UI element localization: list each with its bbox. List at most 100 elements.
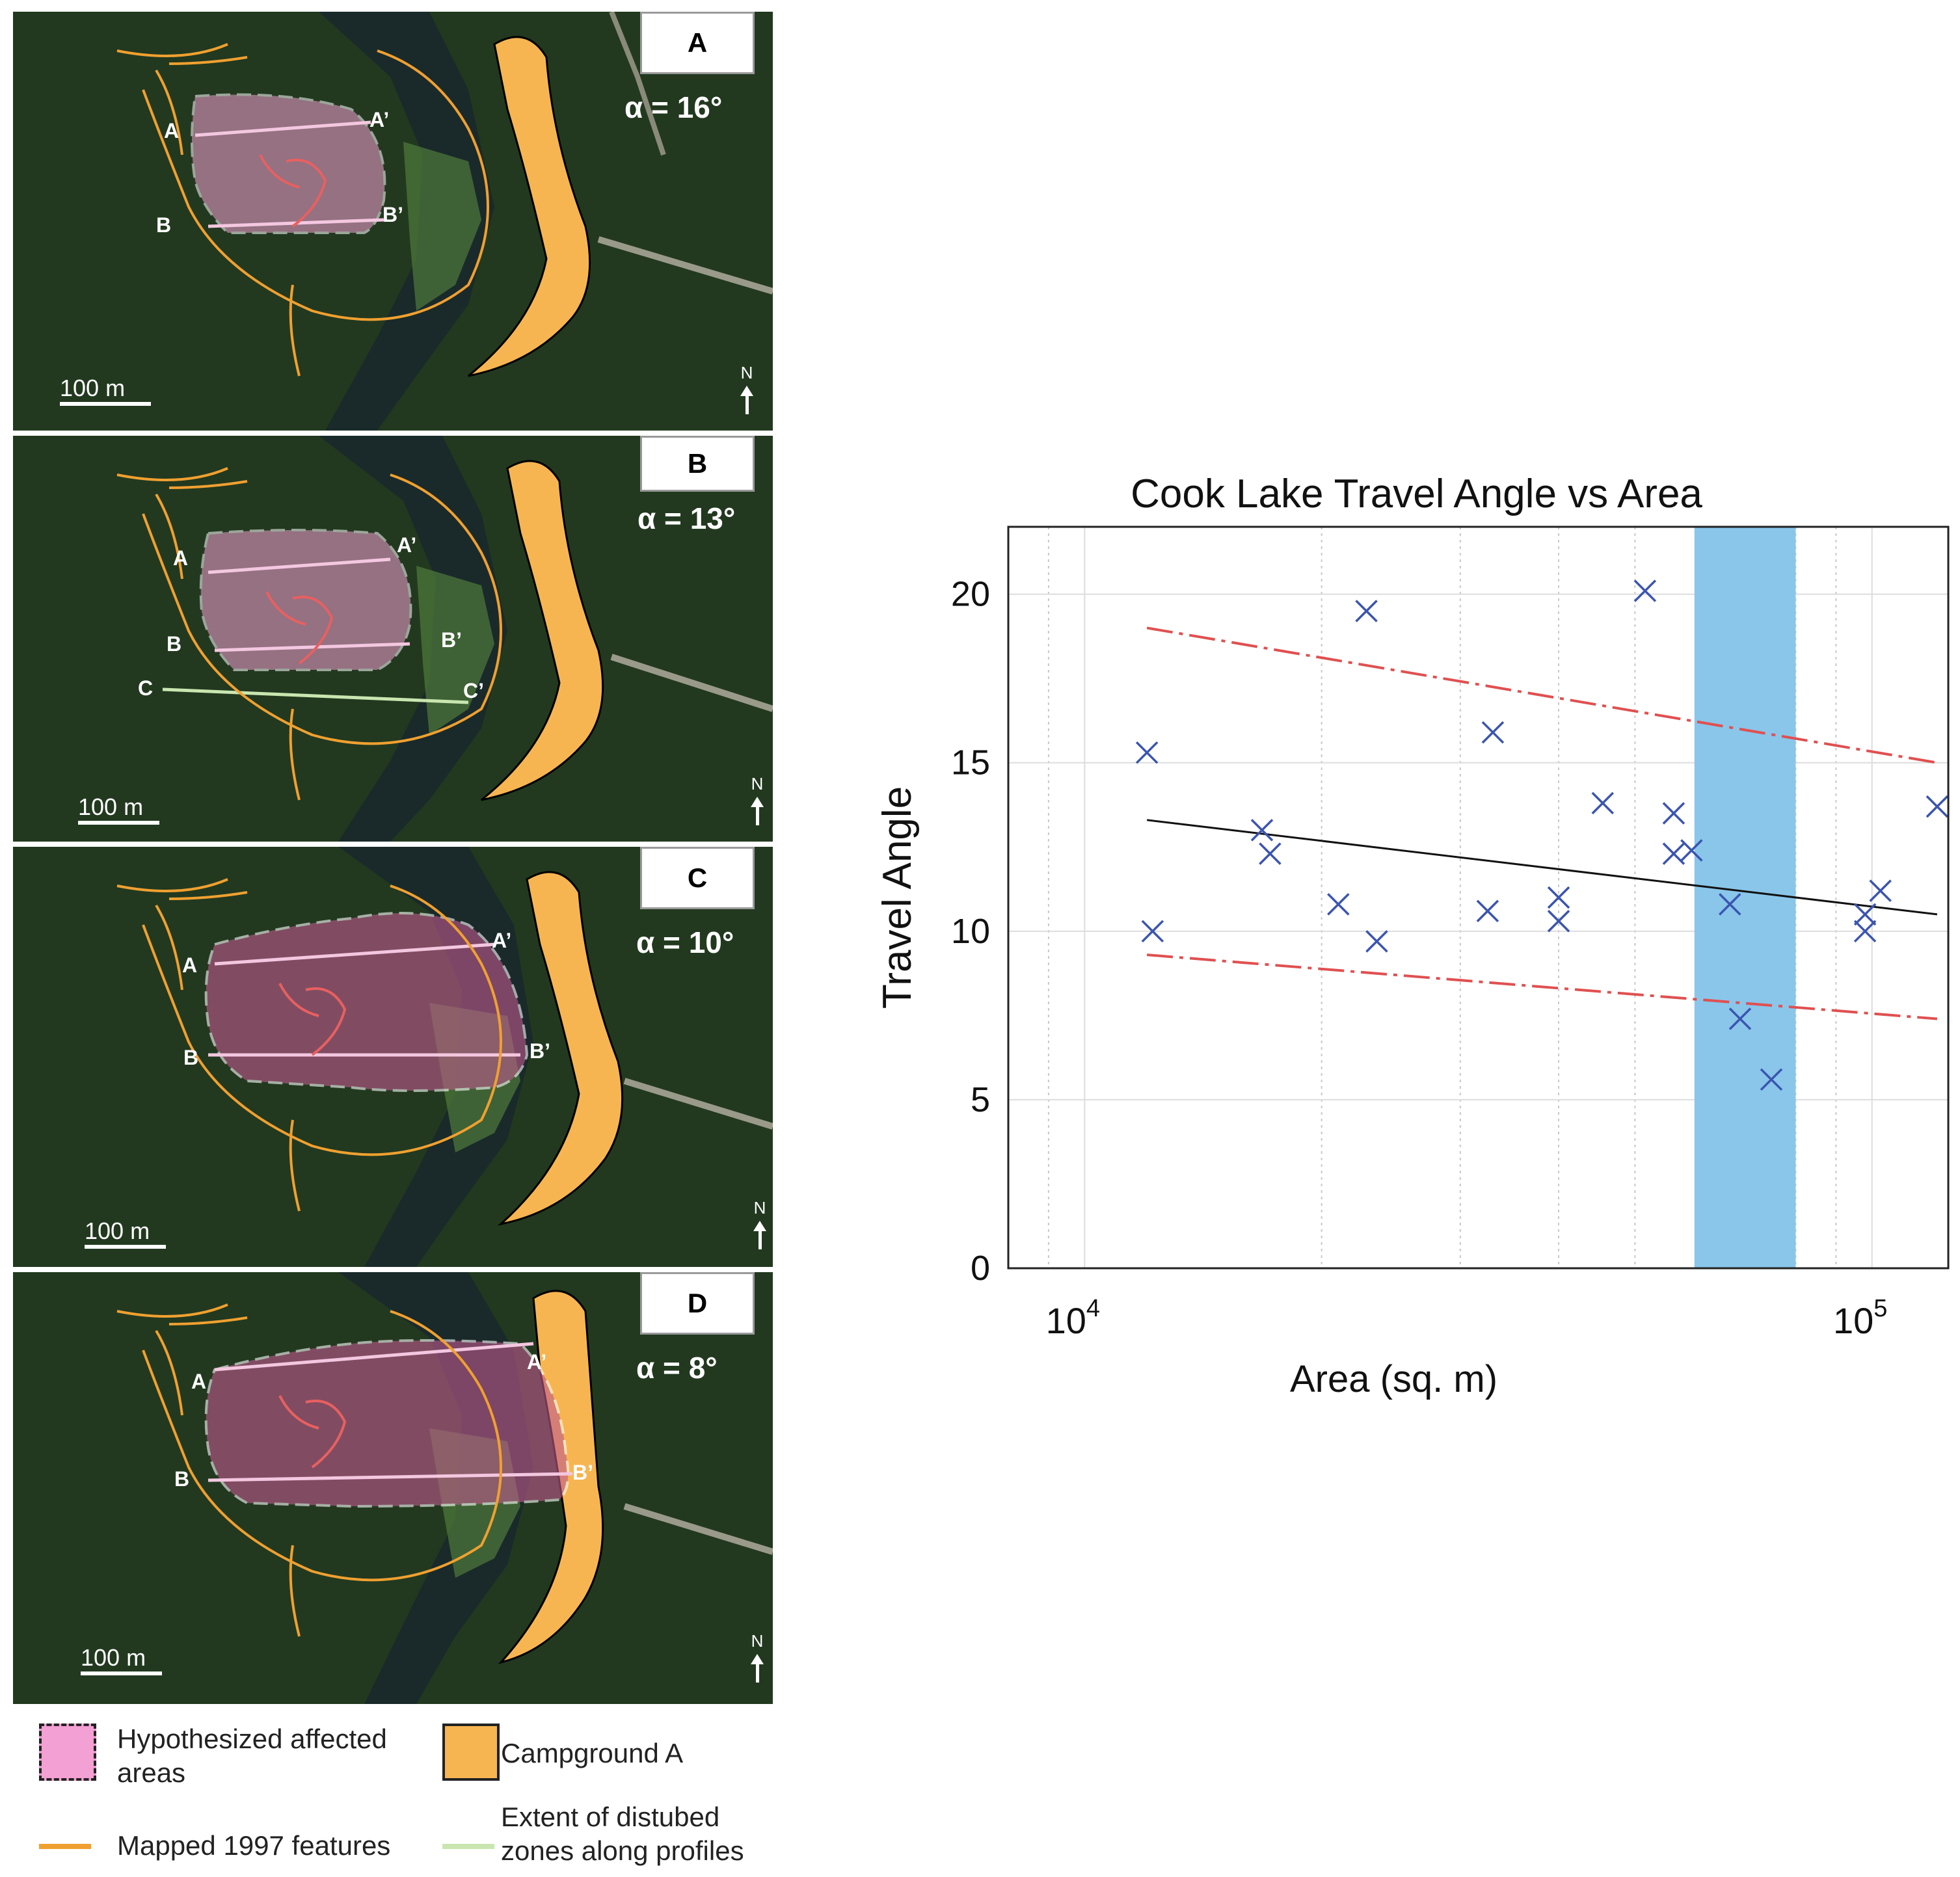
data-point — [1662, 842, 1685, 865]
legend-campground-label: Campground A — [501, 1738, 684, 1768]
panel-tag: A — [640, 12, 755, 74]
data-point-stroke — [1662, 842, 1685, 865]
profile-point-b-prime: B’ — [383, 203, 403, 226]
y-tick-label: 10 — [951, 912, 990, 951]
legend-extent-label: Extent of distubed zones along profiles — [501, 1802, 744, 1866]
data-point — [1547, 886, 1570, 909]
north-label: N — [751, 774, 764, 793]
north-arrow-shaft — [758, 1231, 762, 1249]
profile-point-a: A — [182, 953, 198, 977]
map-image-d — [13, 1272, 773, 1704]
fit-line — [1146, 819, 1938, 916]
upper-bound-line — [1146, 626, 1938, 764]
affected-area-swatch — [39, 1724, 96, 1781]
map-legend: Hypothesized affected areas Campground A… — [26, 1717, 774, 1873]
scale-label: 100 m — [85, 1218, 150, 1244]
y-tick-label: 0 — [971, 1249, 990, 1288]
data-point-stroke — [1680, 839, 1703, 862]
data-point — [1926, 795, 1949, 818]
scale-line — [78, 821, 159, 825]
y-tick-label: 20 — [951, 575, 990, 614]
data-point — [1547, 910, 1570, 933]
panel-tag: D — [640, 1272, 755, 1335]
profile-point-b: B — [156, 213, 172, 237]
data-point-stroke — [1476, 899, 1499, 922]
map-image-b — [13, 436, 773, 842]
data-point-stroke — [1719, 893, 1741, 916]
x-axis-label: Area (sq. m) — [1290, 1358, 1497, 1400]
profile-point-a: A — [173, 546, 189, 570]
mapped-features-swatch — [39, 1844, 91, 1849]
profile-point-a-prime: A’ — [492, 929, 512, 952]
plot-frame — [1007, 526, 1950, 1270]
data-point — [1591, 792, 1614, 815]
data-point — [1141, 920, 1164, 943]
north-arrow-head-icon — [751, 1654, 764, 1664]
data-point-stroke — [1547, 886, 1570, 909]
map-panel-c: C α = 10° A A’ B B’ 100 m N — [13, 847, 773, 1267]
north-label: N — [740, 363, 753, 382]
data-point — [1760, 1068, 1783, 1091]
profile-point-b: B — [167, 632, 182, 656]
scale-bar: 100 m — [60, 375, 157, 406]
campground-swatch — [442, 1724, 500, 1781]
north-arrow-shaft — [745, 396, 749, 414]
data-point-stroke — [1662, 802, 1685, 825]
travel-angle-label: α = 13° — [638, 501, 736, 535]
x-tick-label: 105 — [1833, 1295, 1887, 1341]
map-panel-a: A α = 16° A A’ B B’ 100 m N — [13, 12, 773, 431]
profile-point-a: A — [191, 1370, 207, 1393]
y-tick-label: 15 — [951, 743, 990, 782]
profile-point-c: C — [138, 676, 154, 700]
legend-affected-label: Hypothesized affected areas — [117, 1724, 387, 1788]
scale-line — [81, 1671, 162, 1675]
data-point-stroke — [1259, 842, 1282, 865]
map-panel-d: D α = 8° A A’ B B’ 100 m N — [13, 1272, 773, 1704]
data-point — [1327, 893, 1350, 916]
data-point-stroke — [1547, 910, 1570, 933]
map-image-c — [13, 847, 773, 1267]
data-point-stroke — [1327, 893, 1350, 916]
data-point-stroke — [1481, 721, 1505, 744]
scale-bar: 100 m — [78, 793, 176, 825]
panel-tag: C — [640, 847, 755, 909]
data-point — [1853, 920, 1877, 943]
travel-angle-chart: 0 5 10 15 20 104 105 Cook Lake Travel Angle vs … — [875, 472, 1950, 1400]
data-point-stroke — [1250, 819, 1274, 842]
data-point-stroke — [1355, 600, 1378, 622]
panel-tag: B — [640, 436, 755, 492]
profile-point-b-prime: B’ — [441, 628, 462, 652]
north-arrow: N — [744, 1631, 770, 1683]
north-arrow: N — [744, 774, 770, 825]
data-point-stroke — [1926, 795, 1949, 818]
scale-label: 100 m — [78, 793, 144, 820]
data-point-stroke — [1135, 741, 1159, 764]
data-point — [1481, 721, 1505, 744]
profile-point-a: A — [164, 119, 180, 142]
y-tick-label: 5 — [971, 1080, 990, 1119]
data-point — [1355, 600, 1378, 622]
data-point — [1135, 741, 1159, 764]
profile-point-a-prime: A’ — [397, 533, 417, 557]
data-point — [1869, 879, 1892, 902]
data-point — [1719, 893, 1741, 916]
data-point-stroke — [1141, 920, 1164, 943]
lower-bound-line — [1146, 953, 1938, 1020]
scale-bar: 100 m — [85, 1218, 182, 1249]
north-arrow-head-icon — [740, 386, 753, 396]
travel-angle-label: α = 8° — [636, 1351, 718, 1385]
data-point-stroke — [1760, 1068, 1783, 1091]
map-panel-b: B α = 13° A A’ B B’ C C’ 100 m N — [13, 436, 773, 842]
highlight-band — [1694, 527, 1796, 1268]
north-arrow: N — [734, 363, 760, 414]
data-point-stroke — [1591, 792, 1614, 815]
north-arrow-shaft — [755, 1664, 759, 1683]
profile-point-b: B — [183, 1046, 199, 1069]
profile-point-a-prime: A’ — [527, 1350, 547, 1374]
chart-title: Cook Lake Travel Angle vs Area — [1131, 472, 1702, 516]
data-point — [1633, 579, 1657, 602]
data-point-stroke — [1869, 879, 1892, 902]
north-arrow: N — [747, 1198, 773, 1249]
north-arrow-head-icon — [753, 1221, 766, 1231]
map-image-a — [13, 12, 773, 431]
